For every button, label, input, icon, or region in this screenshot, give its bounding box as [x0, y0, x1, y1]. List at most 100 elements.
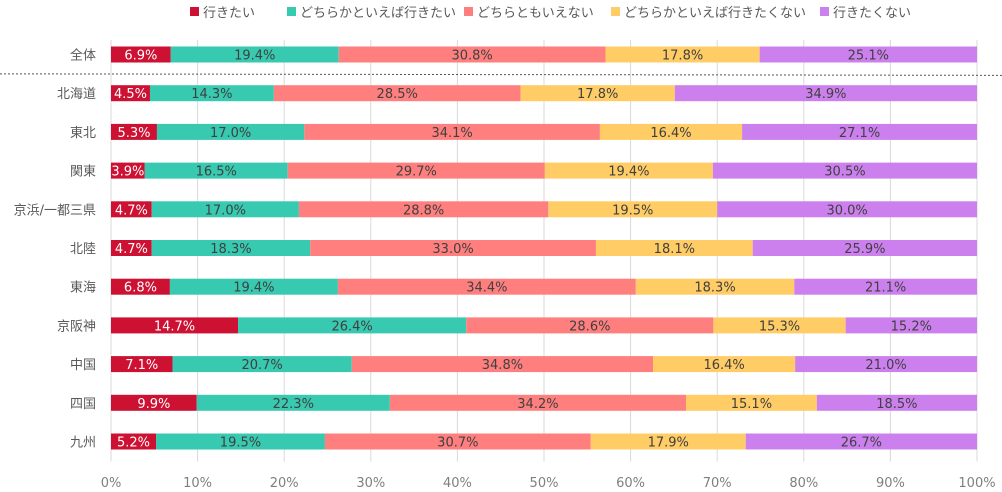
data-label: 20.7% [241, 358, 282, 373]
data-label: 16.4% [650, 126, 691, 141]
bar-segment [170, 46, 339, 63]
data-label: 3.9% [111, 165, 144, 180]
data-label: 16.5% [196, 165, 237, 180]
category-label: 関東 [70, 164, 96, 180]
bar-segment [351, 356, 654, 373]
data-label: 4.5% [114, 87, 147, 102]
legend-item: どちらともいえない [464, 2, 594, 21]
category-label: 京阪神 [57, 319, 96, 334]
legend-swatch [287, 7, 296, 16]
x-tick-label: 40% [443, 476, 472, 491]
bar-segment [599, 123, 743, 140]
bar-segment [338, 46, 606, 63]
data-label: 4.7% [115, 203, 148, 218]
data-label: 28.5% [377, 87, 418, 102]
bar-segment [111, 85, 150, 102]
data-label: 25.9% [844, 242, 885, 257]
data-label: 6.9% [124, 49, 157, 64]
data-label: 17.8% [577, 87, 618, 102]
data-label: 17.9% [648, 436, 689, 451]
category-label: 東海 [70, 280, 96, 296]
data-label: 6.8% [124, 281, 157, 296]
data-label: 34.9% [805, 87, 846, 102]
data-label: 19.4% [233, 281, 274, 296]
data-label: 30.8% [451, 49, 492, 64]
bar-segment [287, 162, 545, 179]
value-labels: 6.9% 19.4% 30.8% 17.8% 25.1% 4.5% 14.3% 28.5% 17… [111, 49, 932, 451]
data-label: 15.3% [759, 319, 800, 334]
bar-segment [712, 162, 977, 179]
legend-label: どちらともいえない [477, 6, 594, 21]
bar-segment [816, 394, 977, 411]
data-label: 19.4% [234, 49, 275, 64]
bar-segment [304, 123, 600, 140]
category-label: 北海道 [57, 87, 96, 102]
x-tick-labels: 0% 10% 20% 30% 40% 50% 60% 70% 80% 90% 100% [101, 476, 996, 491]
bar-segment [111, 201, 152, 218]
data-label: 34.2% [517, 397, 558, 412]
bar-segment [238, 317, 467, 334]
legend-label: どちらかといえば行きたい [300, 6, 457, 21]
data-label: 19.5% [220, 436, 261, 451]
bar-segment [544, 162, 713, 179]
data-label: 25.1% [848, 49, 889, 64]
data-label: 17.0% [205, 203, 246, 218]
bar-segment [111, 356, 173, 373]
bar-segment [653, 356, 796, 373]
data-label: 26.7% [841, 436, 882, 451]
data-label: 33.0% [432, 242, 473, 257]
bar-segment [674, 85, 977, 102]
data-label: 18.3% [694, 281, 735, 296]
data-label: 28.6% [569, 319, 610, 334]
data-label: 18.3% [210, 242, 251, 257]
bar-segment [169, 278, 338, 295]
bar-segment [752, 240, 977, 256]
category-label: 東北 [70, 125, 96, 141]
bar-segment [151, 201, 299, 218]
legend-item: どちらかといえば行きたくない [611, 2, 806, 21]
data-label: 29.7% [396, 165, 437, 180]
bar-segment [156, 433, 325, 450]
legend-swatch [820, 7, 829, 16]
bar-segment [745, 433, 977, 450]
bar-segment [548, 201, 718, 218]
data-label: 34.8% [482, 358, 523, 373]
category-label: 中国 [70, 358, 96, 373]
data-label: 5.3% [117, 126, 150, 141]
bar-segment [144, 162, 288, 179]
bar-segment [111, 278, 170, 295]
bar-segment [389, 394, 687, 411]
bar-segment [713, 317, 846, 334]
legend-item: 行きたくない [820, 2, 911, 21]
legend-item: どちらかといえば行きたい [287, 2, 456, 21]
bar-segment [794, 278, 977, 295]
bar-segment [595, 240, 753, 256]
bar-segment [111, 240, 152, 256]
bar-segment [742, 123, 977, 140]
x-tick-label: 30% [356, 476, 385, 491]
data-label: 30.7% [437, 436, 478, 451]
data-label: 7.1% [125, 358, 158, 373]
data-label: 19.5% [612, 203, 653, 218]
category-label: 北陸 [70, 241, 96, 257]
bar-segment [111, 317, 239, 334]
bar-segment [845, 317, 977, 334]
category-label: 四国 [70, 397, 96, 412]
x-tick-label: 100% [958, 476, 995, 491]
data-label: 28.8% [403, 203, 444, 218]
x-tick-label: 60% [616, 476, 645, 491]
x-tick-label: 10% [183, 476, 212, 491]
bar-segment [324, 433, 591, 450]
bar-segment [590, 433, 746, 450]
data-label: 34.4% [466, 281, 507, 296]
data-label: 15.1% [731, 397, 772, 412]
bar-segment [759, 46, 977, 63]
data-label: 27.1% [839, 126, 880, 141]
legend-label: 行きたい [203, 6, 256, 21]
legend-swatch [190, 7, 199, 16]
data-label: 17.8% [662, 49, 703, 64]
data-label: 19.4% [608, 165, 649, 180]
data-label: 30.5% [824, 165, 865, 180]
category-label: 九州 [70, 436, 96, 451]
